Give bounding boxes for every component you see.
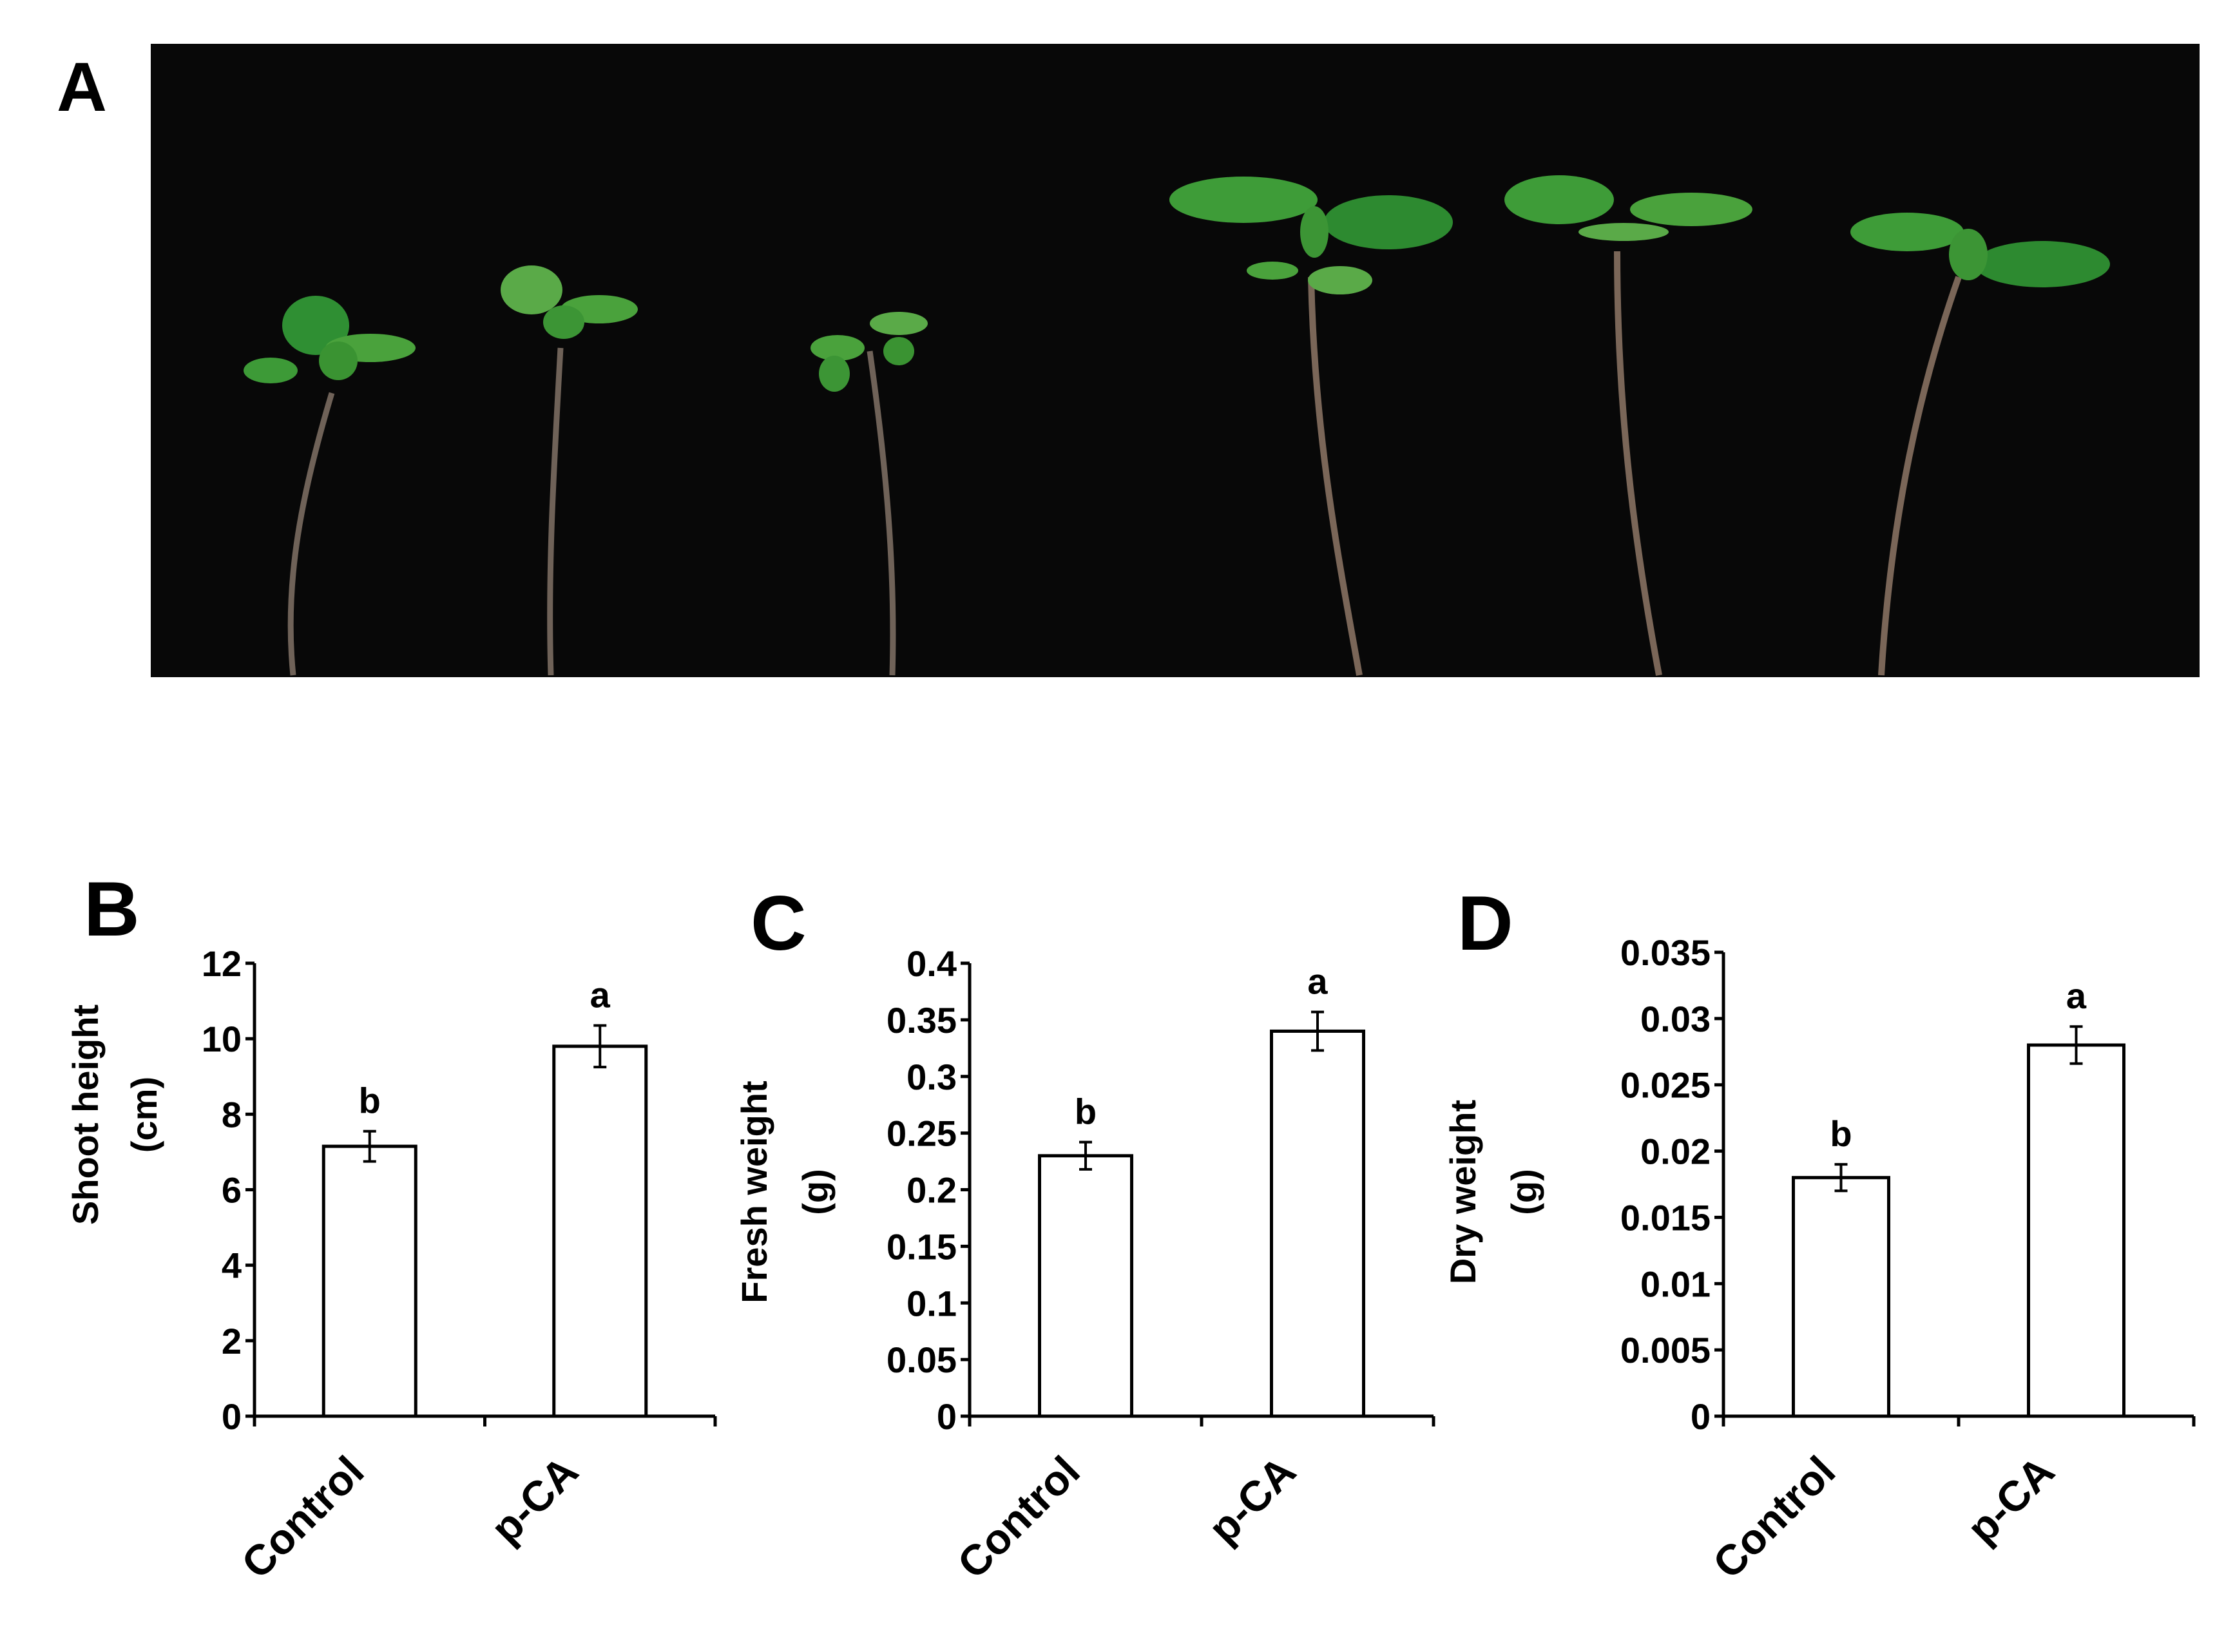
y-tick-label: 0	[222, 1396, 242, 1437]
bar	[1792, 1176, 1890, 1418]
bar	[552, 1044, 648, 1418]
y-tick-label: 6	[222, 1170, 242, 1211]
y-tick-label: 10	[202, 1019, 242, 1059]
chart-dry-weight: 0 0.005 0.01 0.015 0.02 0.025 0.03 0.035 b Contro…	[1443, 932, 2196, 1588]
y-tick-label: 0.4	[906, 943, 957, 984]
category-label: Control	[1703, 1447, 1844, 1588]
category-label: Control	[948, 1447, 1089, 1588]
y-axis-title: Fresh weight	[734, 1081, 774, 1303]
y-tick-label: 2	[222, 1321, 242, 1361]
y-axis-title: Dry weight	[1443, 1100, 1483, 1284]
significance-letter: b	[1075, 1091, 1097, 1132]
y-tick-label: 0.02	[1640, 1131, 1711, 1172]
y-tick-label: 0.2	[906, 1170, 957, 1211]
y-tick-label: 0.15	[887, 1226, 957, 1267]
significance-letter: b	[359, 1081, 381, 1121]
significance-letter: a	[590, 975, 611, 1015]
significance-letter: a	[2066, 975, 2087, 1016]
y-tick-label: 0.03	[1640, 999, 1711, 1039]
y-tick-label: 0.3	[906, 1057, 957, 1097]
y-tick-label: 4	[222, 1245, 242, 1286]
y-tick-label: 0.01	[1640, 1263, 1711, 1304]
bar	[1038, 1154, 1133, 1418]
seedling-5	[1504, 175, 1752, 676]
category-label: p-CA	[1199, 1447, 1305, 1553]
y-axis-unit: (g)	[795, 1169, 836, 1215]
seedling-photo	[151, 44, 2200, 677]
panel-c-letter: C	[751, 880, 807, 966]
y-tick-label: 12	[202, 943, 242, 984]
category-label: p-CA	[481, 1447, 587, 1553]
category-label: p-CA	[1958, 1447, 2064, 1553]
y-tick-label: 0.005	[1620, 1330, 1711, 1370]
seedling-4	[1169, 177, 1453, 676]
panel-b-letter: B	[84, 866, 140, 952]
bar	[2027, 1043, 2125, 1418]
y-tick-label: 0.05	[887, 1340, 957, 1380]
y-tick-label: 0	[1691, 1396, 1711, 1437]
significance-letter: b	[1830, 1113, 1852, 1154]
y-tick-label: 0.1	[906, 1283, 957, 1323]
seedling-6	[1850, 213, 2110, 676]
significance-letter: a	[1307, 961, 1328, 1002]
bar	[321, 1144, 417, 1418]
seedling-1	[244, 296, 416, 676]
y-tick-label: 0	[937, 1396, 957, 1437]
y-axis-unit: (g)	[1504, 1169, 1544, 1215]
y-tick-label: 0.35	[887, 1000, 957, 1041]
y-tick-label: 0.015	[1620, 1197, 1711, 1238]
panel-d-letter: D	[1457, 880, 1513, 966]
bar	[1270, 1029, 1365, 1418]
y-tick-label: 0.035	[1620, 932, 1711, 973]
y-tick-label: 8	[222, 1094, 242, 1135]
y-axis-title: Shoot height	[65, 1004, 106, 1225]
seedling-2	[501, 265, 638, 676]
panel-a-letter: A	[57, 48, 107, 126]
y-axis-unit: (cm)	[124, 1077, 164, 1153]
chart-shoot-height: 0 2 4 6 8 10 12 b Control a p-CA Shoot height (cm)	[65, 943, 717, 1588]
chart-fresh-weight: 0 0.05 0.1 0.15 0.2 0.25 0.3 0.35 0.4 b Control a p-…	[734, 943, 1435, 1588]
y-tick-label: 0.25	[887, 1113, 957, 1154]
seedling-3	[811, 312, 928, 676]
y-tick-label: 0.025	[1620, 1065, 1711, 1106]
category-label: Control	[232, 1447, 372, 1588]
